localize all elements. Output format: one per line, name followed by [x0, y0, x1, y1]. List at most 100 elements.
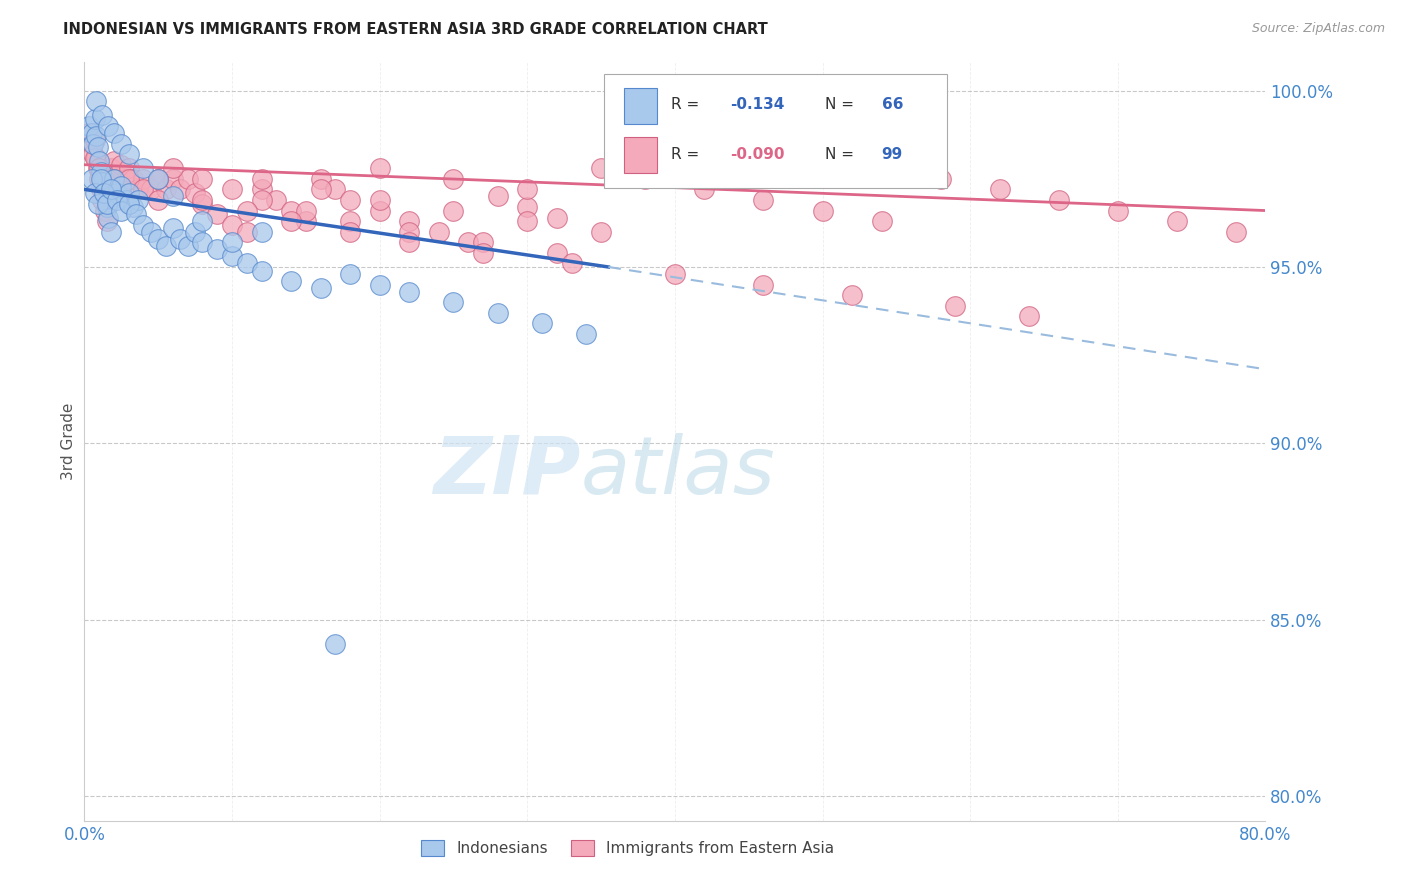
Y-axis label: 3rd Grade: 3rd Grade [60, 403, 76, 480]
Point [752, 277, 775, 292]
Point [634, 171, 657, 186]
Text: 99: 99 [882, 146, 903, 161]
Point [148, 171, 170, 186]
Point [103, 171, 125, 186]
Point [90, 171, 112, 186]
Text: -0.134: -0.134 [730, 96, 785, 112]
Point [368, 161, 391, 176]
Point [110, 158, 132, 172]
Point [929, 171, 952, 186]
Point [84, 151, 107, 165]
Point [96, 196, 118, 211]
Point [100, 225, 122, 239]
Point [191, 196, 214, 211]
Point [86, 140, 108, 154]
Point [86, 161, 108, 176]
Point [280, 274, 302, 288]
Point [486, 189, 509, 203]
Point [516, 214, 538, 228]
Point [1225, 225, 1247, 239]
Point [93, 186, 115, 200]
Point [148, 171, 170, 186]
Point [184, 186, 207, 200]
Point [96, 214, 118, 228]
Point [97, 211, 120, 225]
Point [295, 203, 318, 218]
Point [1018, 310, 1040, 324]
Bar [624, 136, 657, 173]
Point [122, 171, 145, 186]
Point [90, 165, 112, 179]
Point [139, 182, 162, 196]
Point [250, 193, 273, 207]
Point [250, 263, 273, 277]
Point [155, 239, 177, 253]
Point [87, 171, 111, 186]
Point [105, 186, 128, 200]
Point [339, 193, 361, 207]
Point [103, 154, 125, 169]
Point [472, 245, 495, 260]
Point [516, 182, 538, 196]
Point [82, 136, 104, 151]
Point [118, 171, 141, 186]
Point [752, 193, 775, 207]
Point [125, 207, 148, 221]
Point [91, 108, 114, 122]
Point [87, 154, 111, 169]
Point [82, 147, 104, 161]
Point [110, 182, 132, 196]
Point [148, 193, 170, 207]
Point [693, 182, 716, 196]
Text: INDONESIAN VS IMMIGRANTS FROM EASTERN ASIA 3RD GRADE CORRELATION CHART: INDONESIAN VS IMMIGRANTS FROM EASTERN AS… [63, 22, 768, 37]
Point [184, 225, 207, 239]
Point [546, 245, 568, 260]
Point [77, 126, 100, 140]
Point [236, 203, 259, 218]
Point [118, 186, 141, 200]
Point [169, 182, 191, 196]
Point [148, 232, 170, 246]
Point [591, 225, 613, 239]
Point [105, 193, 128, 207]
Point [207, 243, 229, 257]
Point [221, 218, 243, 232]
Point [162, 171, 184, 186]
Point [191, 214, 214, 228]
Point [110, 136, 132, 151]
Point [221, 182, 243, 196]
Point [148, 171, 170, 186]
Point [191, 193, 214, 207]
Point [118, 161, 141, 176]
Point [207, 207, 229, 221]
Point [841, 288, 863, 302]
Point [91, 175, 114, 189]
Point [122, 200, 145, 214]
Point [295, 214, 318, 228]
Text: -0.090: -0.090 [730, 146, 785, 161]
Point [110, 178, 132, 193]
Point [427, 225, 450, 239]
Point [94, 189, 117, 203]
Point [132, 182, 155, 196]
Point [236, 225, 259, 239]
Point [177, 239, 200, 253]
Point [100, 161, 122, 176]
Point [398, 235, 420, 250]
Point [162, 189, 184, 203]
Point [114, 193, 136, 207]
Point [221, 235, 243, 250]
Text: atlas: atlas [581, 433, 775, 511]
Point [90, 182, 112, 196]
Point [398, 225, 420, 239]
Point [236, 256, 259, 270]
Point [191, 171, 214, 186]
Text: N =: N = [825, 146, 859, 161]
Point [516, 200, 538, 214]
Point [100, 182, 122, 196]
Point [280, 203, 302, 218]
Point [811, 203, 834, 218]
Point [325, 182, 347, 196]
Point [368, 277, 391, 292]
Point [472, 235, 495, 250]
